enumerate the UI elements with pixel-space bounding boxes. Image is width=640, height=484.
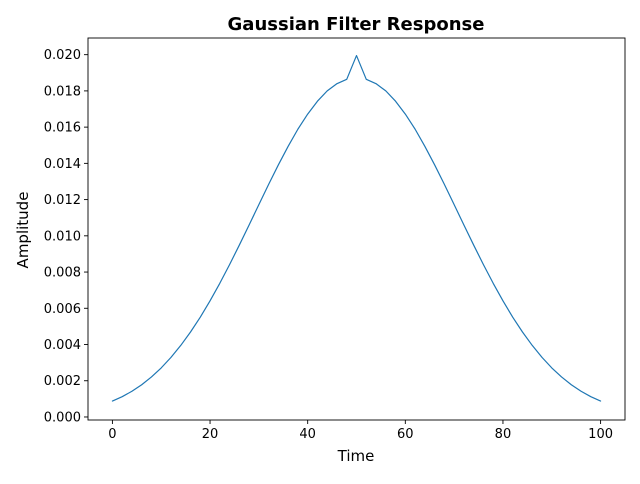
y-tick-label: 0.012 bbox=[44, 193, 81, 208]
y-axis-label: Amplitude bbox=[14, 192, 32, 269]
chart-title: Gaussian Filter Response bbox=[228, 14, 485, 35]
plot-area bbox=[87, 37, 626, 421]
x-axis-label: Time bbox=[337, 447, 375, 465]
y-tick-label: 0.018 bbox=[44, 84, 81, 99]
x-axis-ticks: 0 20 40 60 80 100 bbox=[108, 420, 613, 442]
y-tick-label: 0.006 bbox=[44, 302, 81, 317]
y-tick-label: 0.002 bbox=[44, 374, 81, 389]
y-tick-label: 0.020 bbox=[44, 48, 81, 63]
series-line-0 bbox=[111, 54, 602, 402]
x-tick-label: 60 bbox=[397, 427, 414, 442]
y-tick-label: 0.010 bbox=[44, 229, 81, 244]
y-tick-label: 0.004 bbox=[44, 338, 81, 353]
y-tick-label: 0.014 bbox=[44, 157, 81, 172]
x-tick-label: 40 bbox=[299, 427, 316, 442]
y-axis-ticks: 0.000 0.002 0.004 0.006 0.008 0.010 0.012 0.014… bbox=[44, 48, 88, 425]
x-tick-label: 100 bbox=[588, 427, 613, 442]
y-tick-label: 0.000 bbox=[44, 410, 81, 425]
axes-frame bbox=[87, 37, 626, 421]
y-tick-label: 0.016 bbox=[44, 121, 81, 136]
x-tick-label: 0 bbox=[108, 427, 116, 442]
y-tick-label: 0.008 bbox=[44, 266, 81, 281]
x-tick-label: 20 bbox=[202, 427, 219, 442]
x-tick-label: 80 bbox=[495, 427, 512, 442]
